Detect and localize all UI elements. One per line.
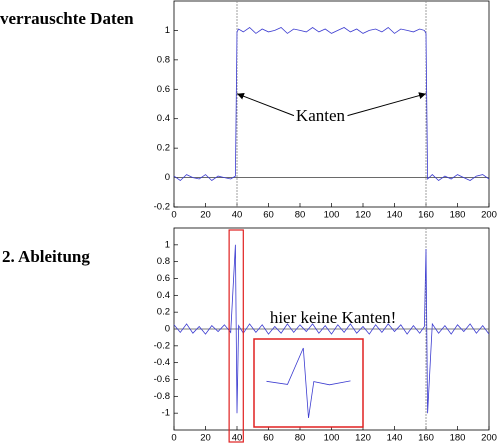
x-tick-label: 60 [263,210,274,221]
x-tick-label: 180 [450,433,466,443]
x-tick-label: 200 [481,210,497,221]
highlight-box [228,229,244,443]
y-tick-label: 0.8 [157,54,170,65]
y-tick-label: -0.2 [154,202,170,213]
x-tick-label: 180 [450,210,466,221]
y-tick-label: 0 [165,172,170,183]
x-tick-label: 120 [355,210,371,221]
y-tick-label: 0.2 [157,143,170,154]
annotation: hier keine Kanten! [270,308,397,327]
x-tick-label: 40 [232,210,243,221]
y-tick-label: 0.8 [157,256,170,267]
x-tick-label: 60 [263,433,274,443]
chart-title: 2. Ableitung [2,247,90,266]
y-tick-label: 0.4 [157,113,170,124]
annotation: Kanten [296,106,346,125]
x-tick-label: 160 [418,433,434,443]
y-tick-label: -1 [162,408,170,419]
y-tick-label: 1 [165,25,170,36]
data-line [173,26,490,182]
y-tick-label: 1 [165,239,170,250]
annotation-arrow [236,92,295,117]
y-tick-label: 0.4 [157,290,170,301]
y-tick-label: -0.2 [154,340,170,351]
y-tick-label: -0.8 [154,391,170,402]
x-tick-label: 80 [295,433,306,443]
data-line [173,244,490,414]
x-tick-label: 20 [200,433,211,443]
annotation-arrow [347,92,427,117]
x-tick-label: 80 [295,210,306,221]
x-tick-label: 140 [387,210,403,221]
y-tick-label: 0.2 [157,307,170,318]
x-tick-label: 100 [324,210,340,221]
chart-title: verrauschte Daten [0,9,134,28]
y-tick-label: -0.4 [154,357,170,368]
y-tick-label: -0.6 [154,374,170,385]
x-tick-label: 140 [387,433,403,443]
y-tick-label: 0.6 [157,273,170,284]
x-tick-label: 200 [481,433,497,443]
inset-frame [253,338,364,428]
x-tick-label: 0 [171,210,176,221]
inset-line [266,347,351,419]
x-tick-label: 160 [418,210,434,221]
y-tick-label: 0 [165,324,170,335]
plot-frame [173,0,490,208]
x-tick-label: 100 [324,433,340,443]
x-tick-label: 40 [232,433,243,443]
y-tick-label: 0.6 [157,84,170,95]
x-tick-label: 20 [200,210,211,221]
x-tick-label: 0 [171,433,176,443]
x-tick-label: 120 [355,433,371,443]
